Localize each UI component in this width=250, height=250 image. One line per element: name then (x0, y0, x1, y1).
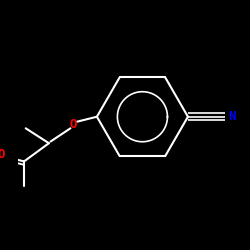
Text: O: O (0, 148, 5, 161)
Text: N: N (228, 110, 236, 123)
Text: O: O (70, 118, 78, 132)
